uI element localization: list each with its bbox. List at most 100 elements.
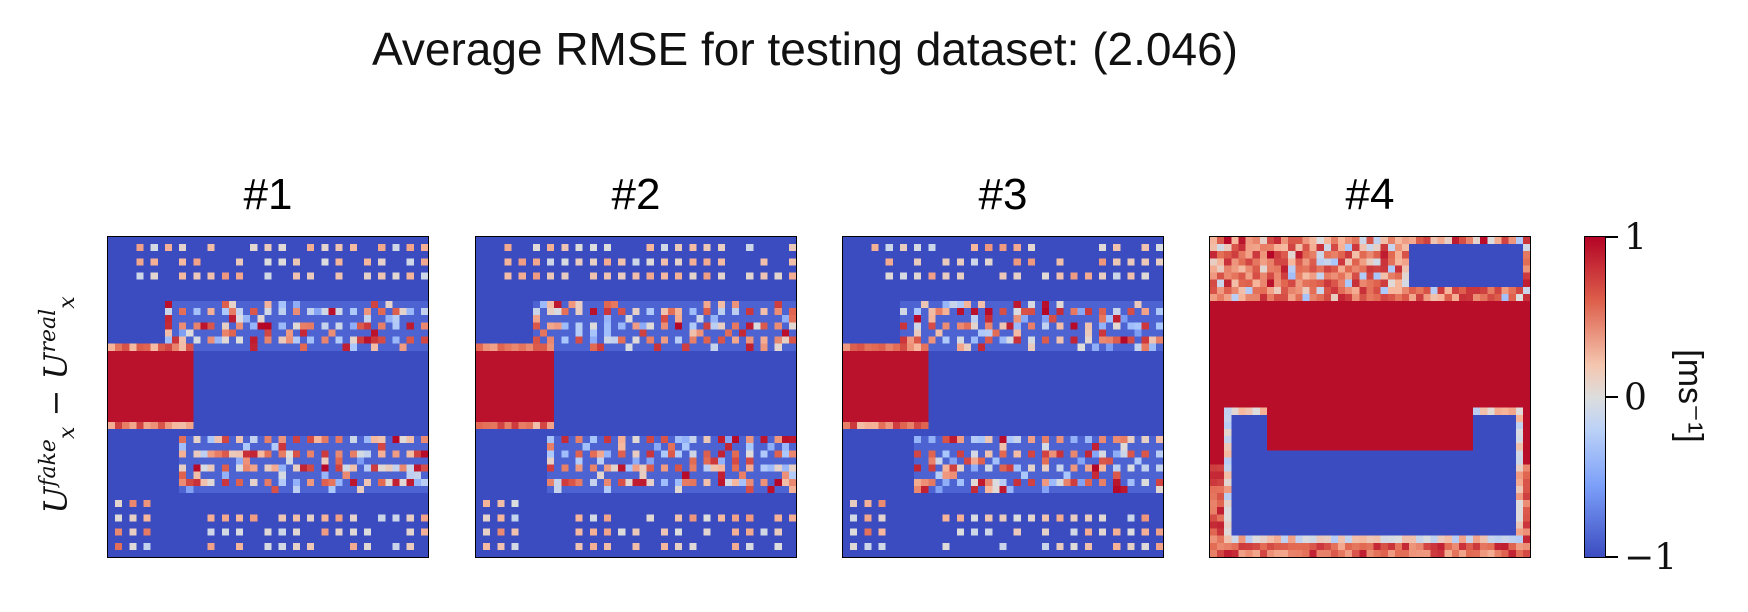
- heatmap-cell: [271, 450, 279, 458]
- heatmap-cell: [1134, 265, 1142, 273]
- heatmap-cell: [596, 500, 605, 508]
- heatmap-cell: [157, 507, 166, 515]
- heatmap-cell: [1155, 372, 1163, 380]
- heatmap-cell: [689, 343, 697, 351]
- heatmap-cell: [392, 443, 400, 451]
- heatmap-cell: [942, 322, 950, 330]
- heatmap-cell: [632, 379, 640, 387]
- heatmap-cell: [885, 315, 893, 323]
- heatmap-cell: [164, 379, 173, 387]
- heatmap-cell: [504, 493, 512, 501]
- heatmap-cell: [753, 315, 761, 323]
- heatmap-cell: [540, 443, 548, 451]
- heatmap-cell: [236, 457, 244, 465]
- heatmap-cell: [963, 322, 972, 330]
- heatmap-cell: [328, 514, 336, 522]
- heatmap-cell: [497, 436, 505, 444]
- heatmap-cell: [413, 443, 422, 451]
- heatmap-cell: [561, 436, 569, 444]
- heatmap-cell: [186, 301, 194, 309]
- heatmap-cell: [228, 500, 237, 508]
- heatmap-cell: [760, 365, 768, 373]
- heatmap-cell: [653, 421, 662, 430]
- heatmap-cell: [604, 357, 612, 366]
- heatmap-cell: [1120, 244, 1128, 252]
- heatmap-cell: [307, 293, 315, 302]
- heatmap-cell: [739, 329, 747, 337]
- heatmap-cell: [668, 350, 676, 359]
- heatmap-cell: [364, 549, 372, 557]
- heatmap-cell: [703, 443, 711, 451]
- heatmap-cell: [575, 414, 583, 423]
- heatmap-cell: [1013, 279, 1021, 287]
- heatmap-cell: [774, 478, 782, 487]
- heatmap-cell: [300, 549, 308, 557]
- heatmap-cell: [328, 386, 336, 394]
- heatmap-cell: [1134, 372, 1142, 380]
- heatmap-cell: [589, 372, 598, 380]
- heatmap-cell: [554, 429, 562, 437]
- heatmap-cell: [547, 258, 555, 266]
- heatmap-cell: [660, 478, 669, 487]
- heatmap-cell: [547, 365, 555, 373]
- heatmap-cell: [193, 400, 201, 408]
- heatmap-cell: [935, 372, 943, 380]
- heatmap-cell: [385, 386, 393, 394]
- heatmap-cell: [356, 542, 365, 551]
- heatmap-cell: [214, 507, 222, 515]
- heatmap-cell: [200, 244, 208, 252]
- heatmap-cell: [392, 421, 400, 430]
- heatmap-cell: [349, 279, 358, 287]
- heatmap-cell: [971, 286, 979, 295]
- heatmap-cell: [942, 329, 950, 337]
- heatmap-cell: [250, 549, 258, 557]
- heatmap-cell: [604, 450, 612, 458]
- heatmap-cell: [653, 279, 662, 287]
- heatmap-cell: [115, 493, 123, 501]
- heatmap-cell: [335, 350, 343, 359]
- heatmap-cell: [561, 322, 569, 330]
- heatmap-cell: [668, 336, 676, 344]
- heatmap-cell: [1148, 286, 1157, 295]
- heatmap-cell: [164, 293, 173, 302]
- heatmap-cell: [1084, 308, 1093, 316]
- heatmap-cell: [575, 386, 583, 394]
- heatmap-cell: [136, 322, 144, 330]
- heatmap-cell: [561, 471, 569, 479]
- heatmap-cell: [392, 535, 400, 543]
- heatmap-cell: [328, 336, 336, 344]
- heatmap-cell: [150, 542, 158, 551]
- heatmap-cell: [589, 450, 598, 458]
- heatmap-cell: [136, 272, 144, 280]
- heatmap-cell: [314, 457, 322, 465]
- heatmap-cell: [143, 528, 151, 536]
- heatmap-cell: [392, 258, 400, 266]
- heatmap-cell: [653, 379, 662, 387]
- heatmap-cell: [568, 301, 576, 309]
- heatmap-cell: [739, 286, 747, 295]
- heatmap-cell: [364, 329, 372, 337]
- heatmap-cell: [589, 293, 598, 302]
- heatmap-cell: [214, 457, 222, 465]
- heatmap-cell: [639, 237, 647, 245]
- heatmap-cell: [1077, 365, 1085, 373]
- heatmap-cell: [689, 471, 697, 479]
- heatmap-cell: [1049, 315, 1057, 323]
- heatmap-cell: [781, 350, 790, 359]
- heatmap-cell: [668, 407, 676, 415]
- heatmap-cell: [639, 379, 647, 387]
- heatmap-cell: [200, 549, 208, 557]
- heatmap-cell: [532, 464, 541, 472]
- heatmap-cell: [596, 471, 605, 479]
- heatmap-cell: [575, 407, 583, 415]
- heatmap-cell: [321, 549, 329, 557]
- heatmap-cell: [892, 365, 901, 373]
- heatmap-cell: [850, 336, 858, 344]
- heatmap-cell: [604, 279, 612, 287]
- heatmap-cell: [1106, 272, 1114, 280]
- heatmap-cell: [781, 471, 790, 479]
- heatmap-cell: [632, 457, 640, 465]
- heatmap-cell: [1006, 279, 1014, 287]
- heatmap-cell: [214, 286, 222, 295]
- heatmap-cell: [639, 464, 647, 472]
